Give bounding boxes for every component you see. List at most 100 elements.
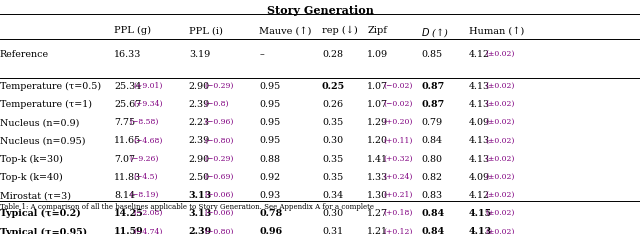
- Text: 25.34: 25.34: [114, 82, 141, 91]
- Text: Table 1: A comparison of all the baselines applicable to Story Generation. See A: Table 1: A comparison of all the baselin…: [0, 203, 374, 211]
- Text: 4.13: 4.13: [469, 136, 490, 146]
- Text: 0.31: 0.31: [322, 227, 343, 234]
- Text: (−0.06): (−0.06): [205, 209, 234, 217]
- Text: 0.88: 0.88: [259, 155, 280, 164]
- Text: Top-k (k=40): Top-k (k=40): [0, 173, 63, 182]
- Text: (+0.11): (+0.11): [383, 136, 413, 144]
- Text: Temperature (τ=1): Temperature (τ=1): [0, 100, 92, 109]
- Text: (+0.12): (+0.12): [383, 227, 413, 234]
- Text: 2.50: 2.50: [189, 173, 210, 182]
- Text: 2.23: 2.23: [189, 118, 210, 127]
- Text: –: –: [259, 50, 264, 59]
- Text: (+9.34): (+9.34): [134, 100, 163, 108]
- Text: 4.12: 4.12: [469, 50, 490, 59]
- Text: 4.13: 4.13: [469, 155, 490, 164]
- Text: 4.13: 4.13: [469, 100, 490, 109]
- Text: 3.13: 3.13: [189, 191, 212, 200]
- Text: 0.35: 0.35: [322, 173, 343, 182]
- Text: 0.34: 0.34: [322, 191, 343, 200]
- Text: 0.78: 0.78: [259, 209, 282, 218]
- Text: 0.35: 0.35: [322, 155, 343, 164]
- Text: 1.29: 1.29: [367, 118, 388, 127]
- Text: (+0.32): (+0.32): [383, 155, 413, 163]
- Text: 14.25: 14.25: [114, 209, 143, 218]
- Text: 2.90: 2.90: [189, 155, 210, 164]
- Text: 3.13: 3.13: [189, 209, 212, 218]
- Text: Reference: Reference: [0, 50, 49, 59]
- Text: 1.07: 1.07: [367, 82, 388, 91]
- Text: 2.39: 2.39: [189, 100, 210, 109]
- Text: 0.87: 0.87: [421, 82, 444, 91]
- Text: 2.39: 2.39: [189, 136, 210, 146]
- Text: Top-k (k=30): Top-k (k=30): [0, 155, 63, 164]
- Text: 0.96: 0.96: [259, 227, 282, 234]
- Text: 11.65: 11.65: [114, 136, 141, 146]
- Text: Zipf: Zipf: [367, 26, 387, 35]
- Text: 4.09: 4.09: [469, 118, 490, 127]
- Text: Typical (τ=0.2): Typical (τ=0.2): [0, 209, 81, 218]
- Text: (±0.02): (±0.02): [485, 209, 515, 217]
- Text: Temperature (τ=0.5): Temperature (τ=0.5): [0, 82, 101, 91]
- Text: (−0.80): (−0.80): [205, 227, 234, 234]
- Text: 11.59: 11.59: [114, 227, 143, 234]
- Text: rep (↓): rep (↓): [322, 26, 358, 35]
- Text: 7.75: 7.75: [114, 118, 135, 127]
- Text: (−0.02): (−0.02): [383, 82, 413, 90]
- Text: (±0.02): (±0.02): [485, 100, 515, 108]
- Text: 0.80: 0.80: [421, 155, 442, 164]
- Text: 0.92: 0.92: [259, 173, 280, 182]
- Text: (−0.8): (−0.8): [205, 100, 229, 108]
- Text: (+0.21): (+0.21): [383, 191, 413, 199]
- Text: 0.95: 0.95: [259, 118, 280, 127]
- Text: (−4.74): (−4.74): [134, 227, 163, 234]
- Text: (−0.29): (−0.29): [205, 155, 234, 163]
- Text: (±0.02): (±0.02): [485, 227, 515, 234]
- Text: Typical (τ=0.95): Typical (τ=0.95): [0, 227, 87, 234]
- Text: (±0.02): (±0.02): [485, 155, 515, 163]
- Text: (−0.06): (−0.06): [205, 191, 234, 199]
- Text: 25.67: 25.67: [114, 100, 141, 109]
- Text: 1.20: 1.20: [367, 136, 388, 146]
- Text: (±0.02): (±0.02): [485, 136, 515, 144]
- Text: (+0.20): (+0.20): [383, 118, 413, 126]
- Text: Story Generation: Story Generation: [267, 5, 373, 16]
- Text: (−0.02): (−0.02): [383, 100, 413, 108]
- Text: 2.90: 2.90: [189, 82, 210, 91]
- Text: 11.83: 11.83: [114, 173, 141, 182]
- Text: 0.95: 0.95: [259, 100, 280, 109]
- Text: Nucleus (n=0.9): Nucleus (n=0.9): [0, 118, 79, 127]
- Text: 0.25: 0.25: [322, 82, 345, 91]
- Text: 1.33: 1.33: [367, 173, 388, 182]
- Text: 8.14: 8.14: [114, 191, 135, 200]
- Text: (±0.02): (±0.02): [485, 82, 515, 90]
- Text: Mirostat (τ=3): Mirostat (τ=3): [0, 191, 71, 200]
- Text: (−2.08): (−2.08): [134, 209, 163, 217]
- Text: 0.95: 0.95: [259, 82, 280, 91]
- Text: 4.15: 4.15: [469, 209, 492, 218]
- Text: 0.93: 0.93: [259, 191, 280, 200]
- Text: 0.82: 0.82: [421, 173, 442, 182]
- Text: 4.12: 4.12: [469, 191, 490, 200]
- Text: (−4.5): (−4.5): [134, 173, 158, 181]
- Text: (−4.68): (−4.68): [134, 136, 163, 144]
- Text: 0.26: 0.26: [322, 100, 343, 109]
- Text: 0.83: 0.83: [421, 191, 442, 200]
- Text: 0.95: 0.95: [259, 136, 280, 146]
- Text: 0.35: 0.35: [322, 118, 343, 127]
- Text: (±0.02): (±0.02): [485, 191, 515, 199]
- Text: (±0.02): (±0.02): [485, 118, 515, 126]
- Text: 1.09: 1.09: [367, 50, 388, 59]
- Text: (−9.26): (−9.26): [130, 155, 159, 163]
- Text: 7.07: 7.07: [114, 155, 135, 164]
- Text: $D$ (↑): $D$ (↑): [421, 26, 449, 39]
- Text: (+0.18): (+0.18): [383, 209, 413, 217]
- Text: 1.21: 1.21: [367, 227, 388, 234]
- Text: (−0.69): (−0.69): [205, 173, 234, 181]
- Text: 4.09: 4.09: [469, 173, 490, 182]
- Text: Nucleus (n=0.95): Nucleus (n=0.95): [0, 136, 86, 146]
- Text: PPL (i): PPL (i): [189, 26, 223, 35]
- Text: (+0.24): (+0.24): [383, 173, 413, 181]
- Text: (−0.29): (−0.29): [205, 82, 234, 90]
- Text: 16.33: 16.33: [114, 50, 141, 59]
- Text: 4.13: 4.13: [469, 82, 490, 91]
